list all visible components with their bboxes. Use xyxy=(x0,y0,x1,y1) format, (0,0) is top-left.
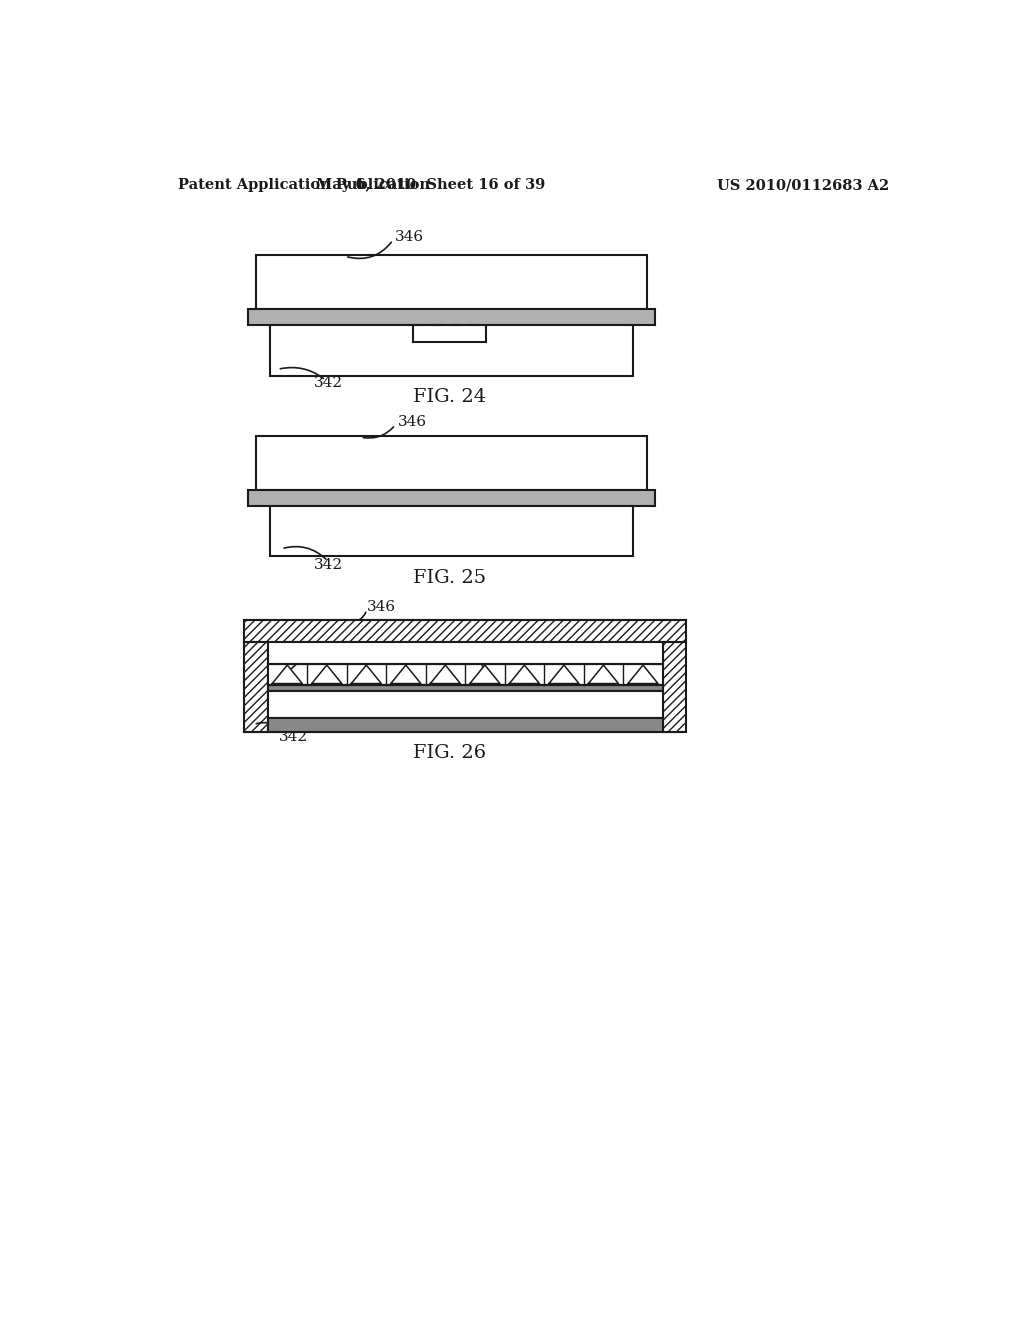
Bar xyxy=(267,664,663,685)
Bar xyxy=(267,685,663,692)
Text: FIG. 26: FIG. 26 xyxy=(413,744,486,762)
Bar xyxy=(663,642,686,733)
Text: Patent Application Publication: Patent Application Publication xyxy=(178,178,430,193)
Bar xyxy=(245,620,686,642)
Bar xyxy=(663,642,686,733)
Bar xyxy=(267,692,663,718)
Bar xyxy=(256,436,647,490)
Polygon shape xyxy=(470,665,500,684)
Text: 372: 372 xyxy=(306,644,335,659)
Text: 342: 342 xyxy=(280,730,308,744)
Bar xyxy=(270,507,633,557)
Bar xyxy=(267,718,663,733)
Bar xyxy=(245,642,267,733)
Bar xyxy=(248,490,655,507)
Polygon shape xyxy=(589,665,618,684)
Text: 346: 346 xyxy=(395,230,425,244)
Polygon shape xyxy=(549,665,579,684)
Text: US 2010/0112683 A2: US 2010/0112683 A2 xyxy=(717,178,889,193)
Text: 346: 346 xyxy=(397,414,427,429)
Bar xyxy=(267,642,663,664)
Bar xyxy=(245,642,267,733)
Polygon shape xyxy=(311,665,342,684)
Polygon shape xyxy=(430,665,461,684)
Bar xyxy=(245,620,686,642)
Polygon shape xyxy=(509,665,540,684)
Bar xyxy=(270,326,633,376)
Polygon shape xyxy=(391,665,421,684)
Text: 342: 342 xyxy=(314,558,343,572)
Polygon shape xyxy=(272,665,302,684)
Text: FIG. 24: FIG. 24 xyxy=(413,388,486,407)
Text: FIG. 25: FIG. 25 xyxy=(413,569,486,587)
Text: 346: 346 xyxy=(367,599,396,614)
Text: 342: 342 xyxy=(314,376,343,391)
Bar xyxy=(248,309,655,326)
Text: 374: 374 xyxy=(480,644,510,659)
Text: May 6, 2010  Sheet 16 of 39: May 6, 2010 Sheet 16 of 39 xyxy=(315,178,545,193)
Polygon shape xyxy=(351,665,381,684)
Bar xyxy=(256,255,647,309)
Polygon shape xyxy=(628,665,658,684)
